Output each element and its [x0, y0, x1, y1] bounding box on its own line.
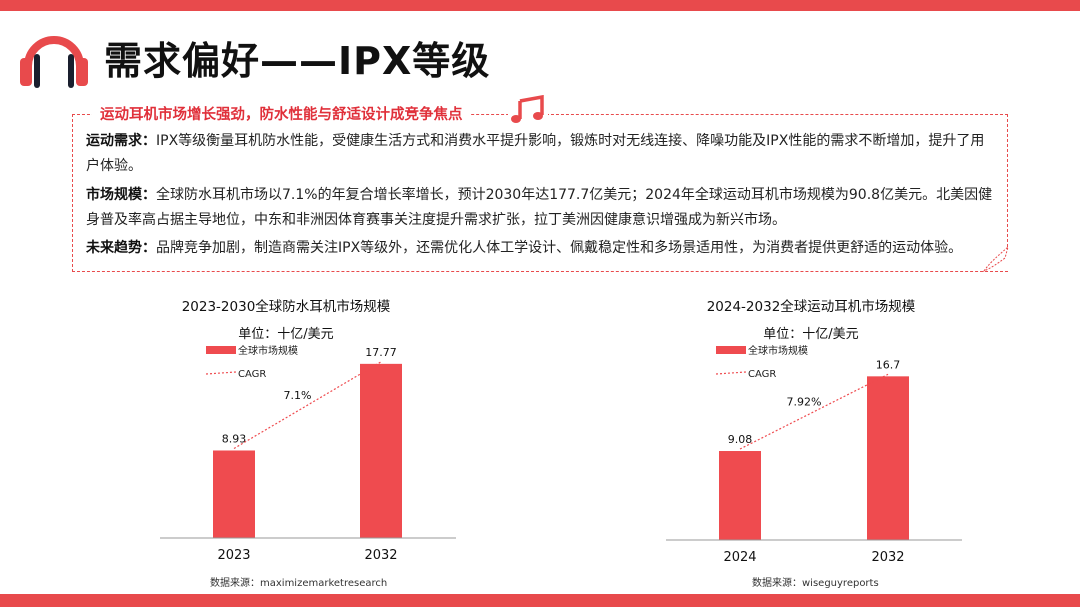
legend-cagr-line	[715, 371, 747, 375]
legend-label: 全球市场规模	[238, 344, 298, 357]
chart-title: 2023-2030全球防水耳机市场规模	[182, 298, 391, 315]
x-tick-label: 2032	[364, 548, 397, 563]
data-label: 9.08	[728, 433, 753, 446]
paragraph-label: 未来趋势：	[86, 240, 156, 256]
chart-subtitle: 单位：十亿/美元	[238, 327, 333, 342]
paragraph-label: 市场规模：	[86, 187, 156, 203]
paragraph-text: 全球防水耳机市场以7.1%的年复合增长率增长，预计2030年达177.7亿美元；…	[86, 187, 993, 228]
bar	[719, 451, 761, 540]
legend-swatch	[716, 346, 746, 354]
paragraph-market-size: 市场规模：全球防水耳机市场以7.1%的年复合增长率增长，预计2030年达177.…	[86, 183, 998, 232]
cagr-line	[739, 373, 889, 450]
legend-label: CAGR	[238, 369, 266, 380]
chart-title: 2024-2032全球运动耳机市场规模	[707, 298, 916, 315]
top-accent-bar	[0, 0, 1080, 11]
data-label: 16.7	[876, 358, 901, 371]
legend-swatch	[206, 346, 236, 354]
bottom-accent-bar	[0, 594, 1080, 607]
data-label: 8.93	[222, 432, 247, 445]
legend-label: CAGR	[748, 369, 776, 380]
paragraph-text: IPX等级衡量耳机防水性能，受健康生活方式和消费水平提升影响，锻炼时对无线连接、…	[86, 133, 985, 174]
chart-waterproof-headphones: 2023-2030全球防水耳机市场规模 单位：十亿/美元 全球市场规模 CAGR 8.9…	[160, 290, 470, 590]
bar	[867, 376, 909, 540]
paragraph-sports-demand: 运动需求：IPX等级衡量耳机防水性能，受健康生活方式和消费水平提升影响，锻炼时对…	[86, 129, 998, 178]
chart-subtitle: 单位：十亿/美元	[763, 327, 858, 342]
x-tick-label: 2023	[217, 548, 250, 563]
paragraph-future-trend: 未来趋势：品牌竞争加剧，制造商需关注IPX等级外，还需优化人体工学设计、佩戴稳定…	[86, 236, 998, 261]
chart-source: 数据来源：maximizemarketresearch	[210, 578, 388, 589]
bar	[213, 450, 255, 538]
bar	[360, 363, 402, 538]
summary-heading: 运动耳机市场增长强劲，防水性能与舒适设计成竞争焦点	[92, 103, 471, 124]
chart-source: 数据来源：wiseguyreports	[752, 578, 879, 589]
legend-cagr-line	[205, 371, 237, 375]
cagr-label: 7.1%	[284, 389, 312, 402]
music-note-icon	[508, 95, 548, 125]
cagr-label: 7.92%	[787, 396, 822, 409]
paragraph-text: 品牌竞争加剧，制造商需关注IPX等级外，还需优化人体工学设计、佩戴稳定性和多场景…	[156, 240, 963, 256]
chart-sports-headphones: 2024-2032全球运动耳机市场规模 单位：十亿/美元全球市场规模 CAGR 9.0…	[660, 290, 970, 590]
x-tick-label: 2032	[871, 550, 904, 565]
legend-label: 全球市场规模	[748, 344, 808, 357]
page-title: 需求偏好——IPX等级	[104, 39, 491, 83]
data-label: 17.77	[365, 346, 397, 359]
cagr-line	[233, 361, 382, 450]
headphones-icon	[20, 36, 88, 88]
page-fold-corner	[983, 246, 1009, 272]
x-tick-label: 2024	[723, 550, 756, 565]
paragraph-label: 运动需求：	[86, 133, 156, 149]
